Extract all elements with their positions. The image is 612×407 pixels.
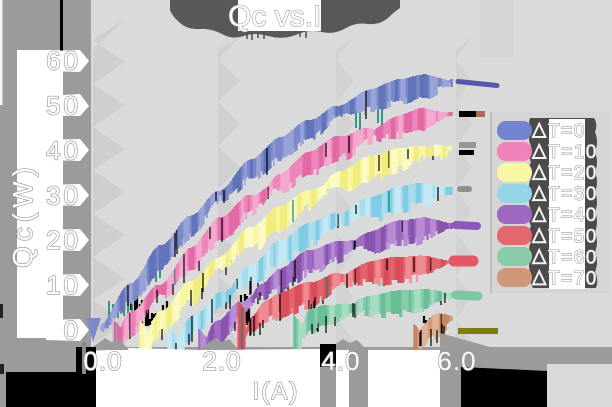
svg-text:T=30: T=30 bbox=[548, 184, 598, 205]
svg-text:T=0: T=0 bbox=[548, 121, 586, 142]
svg-text:Qc vs.I: Qc vs.I bbox=[228, 0, 321, 33]
svg-text:4.0: 4.0 bbox=[321, 346, 360, 376]
svg-text:50: 50 bbox=[46, 91, 81, 121]
svg-text:40: 40 bbox=[46, 135, 81, 165]
svg-text:6.0: 6.0 bbox=[437, 346, 476, 376]
svg-text:10: 10 bbox=[46, 270, 81, 300]
svg-text:T=60: T=60 bbox=[548, 247, 598, 268]
svg-text:T=40: T=40 bbox=[548, 205, 598, 226]
svg-text:Qc(W): Qc(W) bbox=[7, 162, 38, 268]
svg-text:T=50: T=50 bbox=[548, 226, 598, 247]
svg-text:T=70: T=70 bbox=[548, 268, 598, 289]
svg-text:0: 0 bbox=[64, 315, 81, 345]
svg-text:I(A): I(A) bbox=[253, 378, 300, 405]
svg-text:2.0: 2.0 bbox=[202, 346, 241, 376]
svg-text:0.0: 0.0 bbox=[83, 346, 122, 376]
svg-text:60: 60 bbox=[46, 46, 81, 76]
svg-text:30: 30 bbox=[46, 180, 81, 210]
svg-text:20: 20 bbox=[46, 225, 81, 255]
svg-text:T=20: T=20 bbox=[548, 163, 598, 184]
svg-text:T=10: T=10 bbox=[548, 142, 598, 163]
